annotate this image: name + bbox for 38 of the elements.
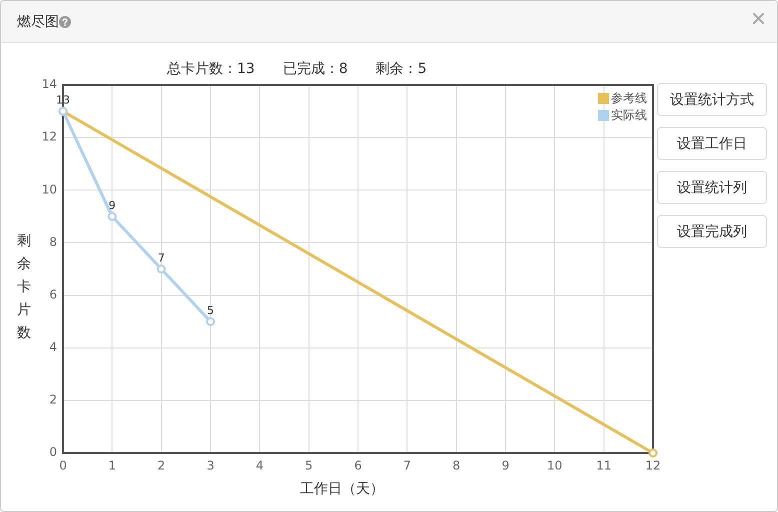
x-tick-label: 1 bbox=[108, 458, 116, 472]
x-tick-label: 5 bbox=[305, 458, 313, 472]
x-tick-label: 11 bbox=[596, 458, 612, 472]
chart-title: 燃尽图 bbox=[17, 13, 59, 31]
y-tick-label: 8 bbox=[49, 234, 57, 249]
x-tick-label: 2 bbox=[158, 458, 166, 472]
y-tick-label: 2 bbox=[49, 392, 57, 407]
x-axis-title: 工作日（天） bbox=[300, 480, 384, 498]
point bbox=[156, 264, 166, 274]
y-axis-title: 剩余卡片数 bbox=[17, 232, 32, 343]
x-tick-label: 10 bbox=[547, 458, 562, 472]
y-tick-label: 4 bbox=[49, 340, 57, 354]
x-tick-label: 7 bbox=[403, 458, 411, 472]
legend-label: 实际线 bbox=[611, 108, 647, 122]
button[interactable]: 设置完成列 bbox=[657, 215, 767, 248]
data-label: 7 bbox=[158, 251, 165, 264]
x-tick-label: 6 bbox=[354, 458, 362, 472]
y-tick-label: 10 bbox=[42, 182, 57, 196]
y-tick-label: 12 bbox=[42, 130, 57, 144]
legend-label: 参考线 bbox=[611, 91, 647, 106]
button[interactable]: 设置统计方式 bbox=[657, 83, 767, 116]
chart-subtitle: 总卡片数：13 已完成：8 剩余：5 bbox=[167, 60, 427, 78]
y-tick-label: 0 bbox=[49, 445, 57, 460]
point bbox=[108, 212, 117, 221]
x-tick-label: 9 bbox=[502, 458, 510, 472]
button[interactable]: 设置统计列 bbox=[657, 171, 767, 204]
button[interactable]: 设置工作日 bbox=[657, 127, 767, 160]
y-tick-label: 6 bbox=[49, 287, 57, 302]
x-tick-label: 0 bbox=[59, 458, 67, 472]
point bbox=[206, 317, 215, 326]
data-label: 9 bbox=[108, 198, 116, 212]
x-tick-label: 12 bbox=[645, 458, 661, 472]
data-label: 5 bbox=[207, 304, 214, 317]
point bbox=[648, 448, 658, 458]
x-tick-label: 4 bbox=[256, 458, 264, 472]
y-tick-label: 14 bbox=[42, 77, 57, 92]
x-tick-label: 3 bbox=[206, 458, 214, 472]
x-tick-label: 8 bbox=[452, 458, 460, 472]
